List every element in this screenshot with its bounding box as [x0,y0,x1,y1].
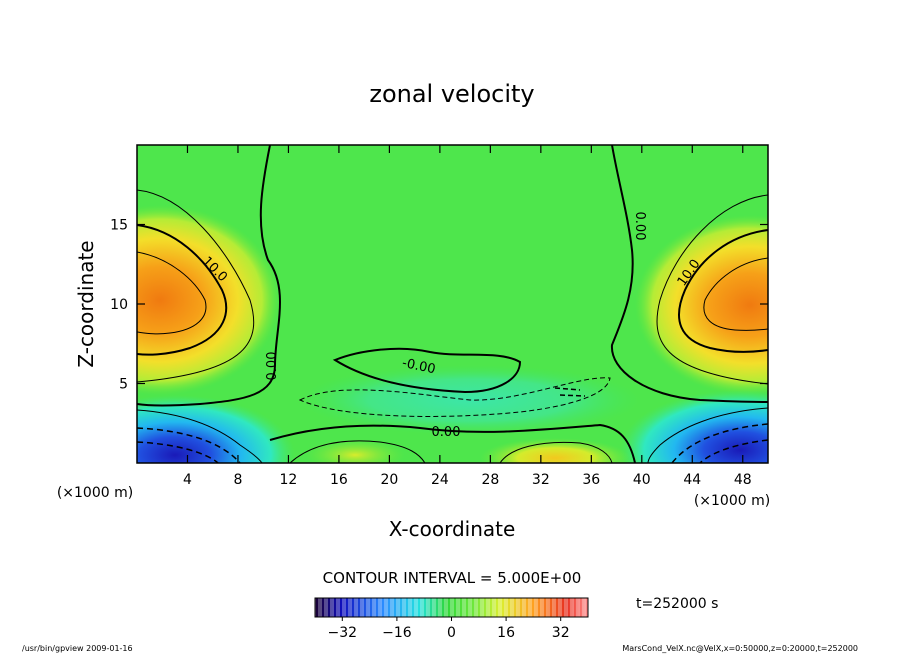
y-axis-label: Z-coordinate [74,240,98,367]
colorbar-ticks: −32 −16 0 16 32 [328,617,570,641]
contour-line [647,407,768,463]
x-tick-label: 40 [633,472,651,488]
y-tick-label: 5 [119,377,128,393]
x-axis-label: X-coordinate [389,517,516,541]
colorbar: −32 −16 0 16 32 [314,597,589,641]
colorbar-tick-label: 32 [552,625,570,641]
contour-line [289,440,426,463]
contour-label: 0.00 [632,212,647,241]
contour-line [610,145,768,403]
x-tick-label: 32 [532,472,550,488]
time-label: t=252000 s [636,596,718,612]
x-tick-label: 28 [481,472,499,488]
chart-title: zonal velocity [369,80,534,108]
x-axis-unit-right: (×1000 m) [694,493,770,509]
left-surface-minimum [137,395,295,463]
right-jet-core [635,215,768,395]
contour-label: -0.00 [401,356,437,378]
contour-label: 0.00 [265,352,280,381]
x-tick-label: 36 [582,472,600,488]
colorbar-tick-label: −32 [328,625,358,641]
left-jet-core [137,205,280,395]
x-tick-label: 20 [380,472,398,488]
contour-line [332,347,522,394]
contour-line [137,409,263,463]
x-tick-label: 44 [683,472,701,488]
y-tick-label: 15 [110,218,128,234]
x-tick-label: 16 [330,472,348,488]
colorbar-tick-label: 0 [447,625,456,641]
contour-line [499,441,613,463]
x-tick-label: 8 [233,472,242,488]
contour-line [656,194,768,385]
contour-line [137,189,255,383]
colorbar-stripes [315,598,588,617]
colorbar-tick-label: −16 [382,625,412,641]
contour-interval-label: CONTOUR INTERVAL = 5.000E+00 [323,569,582,587]
contour-line [137,427,241,463]
central-lower-maximum-small [305,439,405,463]
contour-line [678,229,768,353]
footer-left: /usr/bin/gpview 2009-01-16 [22,644,133,653]
contour-line [671,423,768,463]
footer-right: MarsCond_VelX.nc@VelX,x=0:50000,z=0:2000… [622,644,858,653]
contour-lines [137,145,768,463]
plot-area: 10.0 10.0 0.00 0.00 -0.00 0.00 [137,145,768,463]
y-axis-ticks: 5 10 15 [110,218,768,393]
contour-line [298,377,611,417]
contour-line [703,257,768,331]
x-tick-label: 24 [431,472,449,488]
contour-label: 0.00 [432,425,461,440]
right-surface-minimum [620,390,768,463]
colorbar-tick-label: 16 [497,625,515,641]
contour-line [554,387,586,397]
contour-line [137,145,281,407]
contour-line [137,224,228,356]
contour-line [137,441,219,463]
y-tick-label: 10 [110,297,128,313]
contour-line [269,423,636,463]
contour-line [699,439,768,463]
x-tick-label: 12 [280,472,298,488]
x-axis-unit-left: (×1000 m) [57,485,133,501]
central-lower-maximum [480,438,630,463]
x-tick-label: 48 [734,472,752,488]
x-tick-label: 4 [183,472,192,488]
contour-line [137,251,207,335]
x-axis-ticks: 4 8 12 16 20 24 28 32 36 40 44 48 [183,145,752,488]
